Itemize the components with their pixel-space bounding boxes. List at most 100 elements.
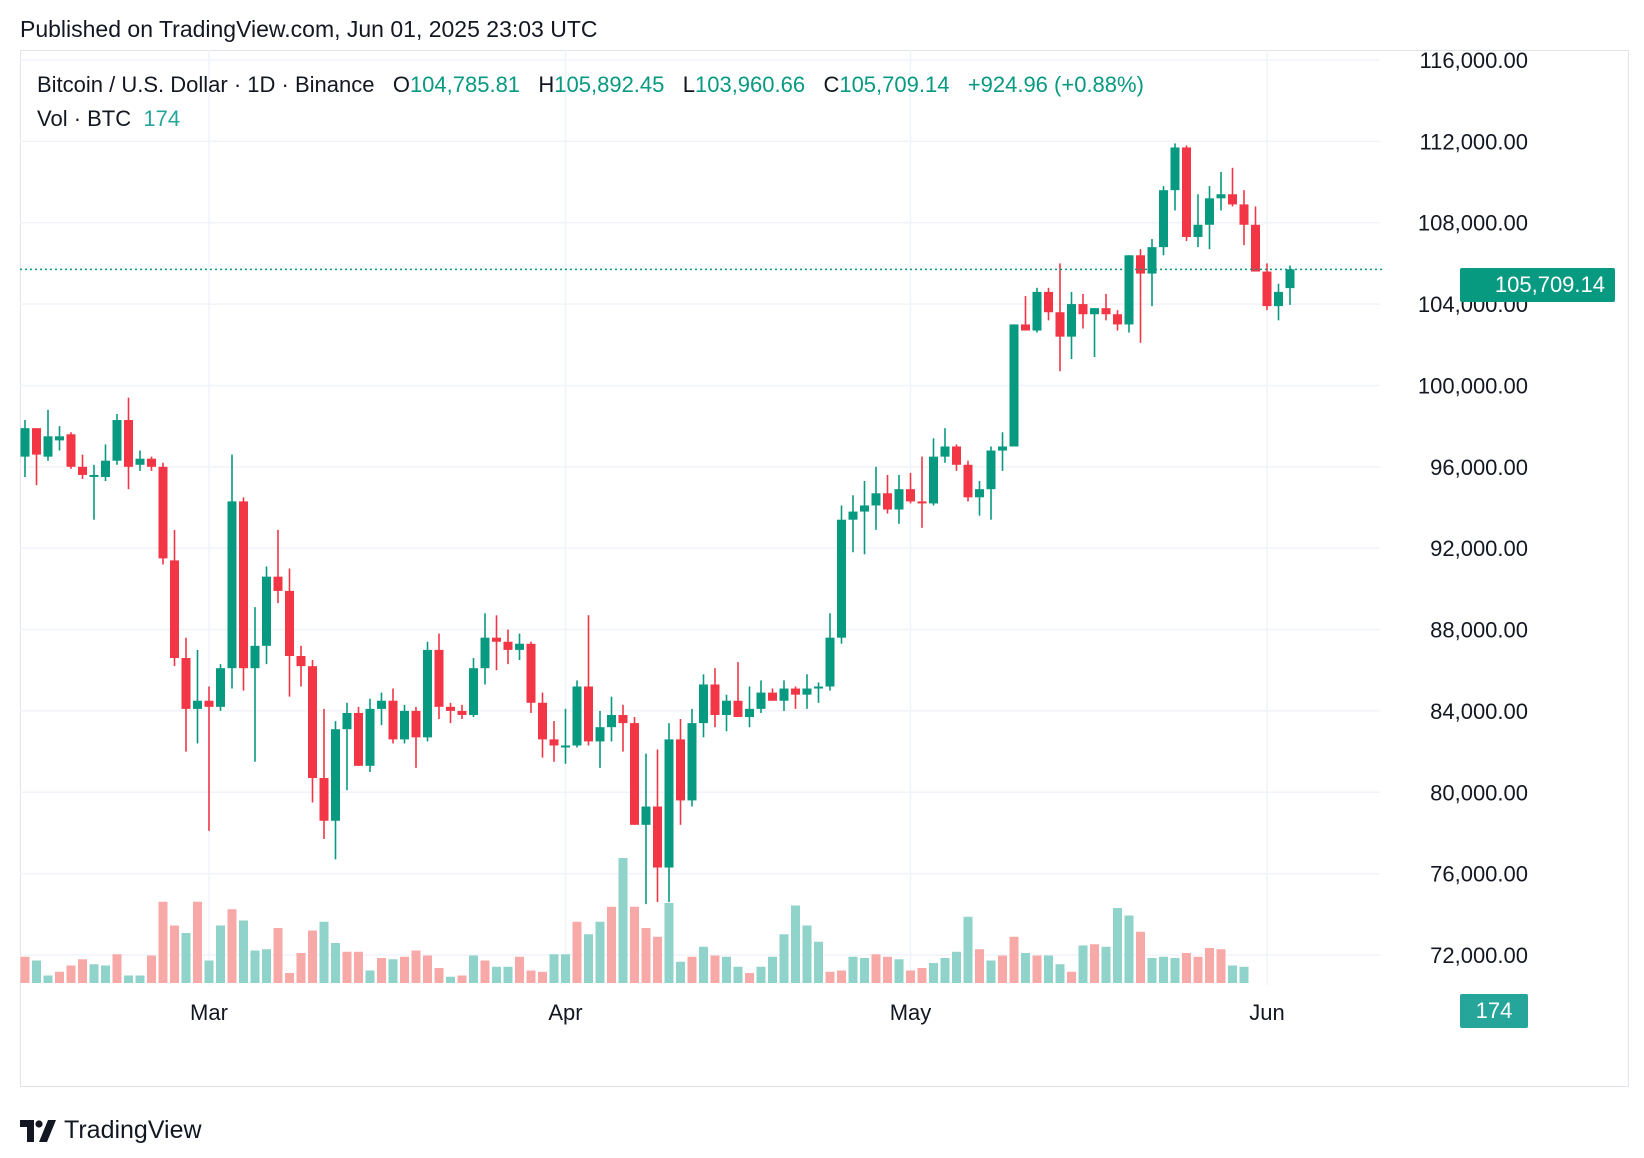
volume-bar <box>814 941 823 983</box>
candle <box>549 721 559 762</box>
volume-bar <box>1021 953 1030 983</box>
candle <box>1044 287 1053 321</box>
candle-body <box>526 643 536 703</box>
candle-body <box>446 706 455 711</box>
candle-body <box>1078 304 1088 315</box>
volume-bar <box>998 955 1007 983</box>
candle <box>331 721 340 860</box>
volume-bar <box>434 968 444 983</box>
candle <box>1251 206 1260 272</box>
volume-bar <box>66 965 76 983</box>
candle-body <box>32 428 41 455</box>
volume-bar <box>1147 958 1157 983</box>
x-tick-label: Mar <box>190 1000 228 1025</box>
candle <box>308 660 317 803</box>
candle-body <box>894 489 904 510</box>
candle-body <box>791 688 800 695</box>
candle-body <box>66 434 76 467</box>
candle-body <box>848 511 858 520</box>
candle <box>538 692 547 758</box>
candle <box>147 456 156 471</box>
volume-bar <box>1193 956 1203 983</box>
candle-body <box>147 458 156 467</box>
candle <box>262 566 271 665</box>
candle-body <box>1021 324 1030 331</box>
candle <box>572 680 582 748</box>
candle <box>756 680 766 713</box>
close-label: C <box>823 72 840 97</box>
candle-body <box>871 493 881 506</box>
candle <box>434 633 444 720</box>
candle <box>952 444 961 471</box>
candle-body <box>354 712 363 766</box>
candle <box>170 529 179 667</box>
candle-body <box>963 464 973 498</box>
volume-bar <box>975 949 984 983</box>
chart-frame <box>20 50 1629 1087</box>
candle <box>446 702 455 724</box>
candle-body <box>400 710 409 740</box>
time-axis: Mar Apr May Jun <box>190 1000 1285 1025</box>
volume-bar <box>446 976 455 983</box>
volume-bar <box>1216 949 1226 983</box>
candle-body <box>1009 324 1019 447</box>
volume-bar <box>906 970 915 983</box>
volume-bar <box>653 936 662 983</box>
candle-body <box>1239 204 1249 225</box>
candle <box>733 662 743 718</box>
candle <box>101 444 110 482</box>
candle-body <box>319 778 329 821</box>
candle <box>1216 171 1226 211</box>
volume-bar <box>89 964 99 983</box>
candle <box>710 668 720 728</box>
volume-bar <box>124 975 133 983</box>
candle-body <box>469 668 478 715</box>
candle <box>929 438 938 506</box>
volume-bar <box>308 930 317 983</box>
candle-body <box>779 688 789 701</box>
candle-body <box>331 729 340 821</box>
candle <box>848 495 858 553</box>
candle <box>986 446 996 520</box>
candle <box>722 694 731 732</box>
candle <box>1170 143 1180 211</box>
volume-bar <box>986 960 996 983</box>
candle-body <box>239 501 248 669</box>
volume-bar <box>158 901 168 983</box>
candle <box>135 450 145 471</box>
volume-label: Vol · BTC <box>37 106 132 131</box>
candle <box>1228 167 1237 207</box>
volume-bar <box>354 951 363 983</box>
volume-bar <box>572 921 582 983</box>
candle <box>515 633 524 661</box>
volume-bar <box>181 933 191 983</box>
candle-body <box>917 501 927 504</box>
volume-bar <box>319 921 329 983</box>
candle <box>871 466 881 530</box>
tradingview-brand[interactable]: TradingView <box>20 1116 202 1145</box>
volume-bar <box>584 934 593 983</box>
candle <box>802 674 812 709</box>
y-tick-label: 96,000.00 <box>1430 455 1528 480</box>
candle-body <box>975 489 984 498</box>
volume-bar <box>561 954 570 983</box>
volume-bar <box>193 901 202 983</box>
candle <box>940 428 950 463</box>
volume-bar <box>883 956 892 983</box>
candle <box>526 641 536 713</box>
candle-body <box>423 649 432 738</box>
candle-body <box>802 688 812 695</box>
volume-bar <box>940 958 950 983</box>
y-tick-label: 112,000.00 <box>1420 129 1528 154</box>
volume-bar <box>526 970 536 983</box>
candle-body <box>538 702 547 740</box>
volume-bar <box>618 858 628 983</box>
candle-body <box>630 723 639 825</box>
volume-bar <box>1182 953 1191 983</box>
candle <box>894 474 904 524</box>
volume-bar <box>296 953 306 983</box>
candle <box>1067 291 1076 360</box>
volume-bars <box>20 858 1249 983</box>
volume-bar <box>929 963 938 983</box>
